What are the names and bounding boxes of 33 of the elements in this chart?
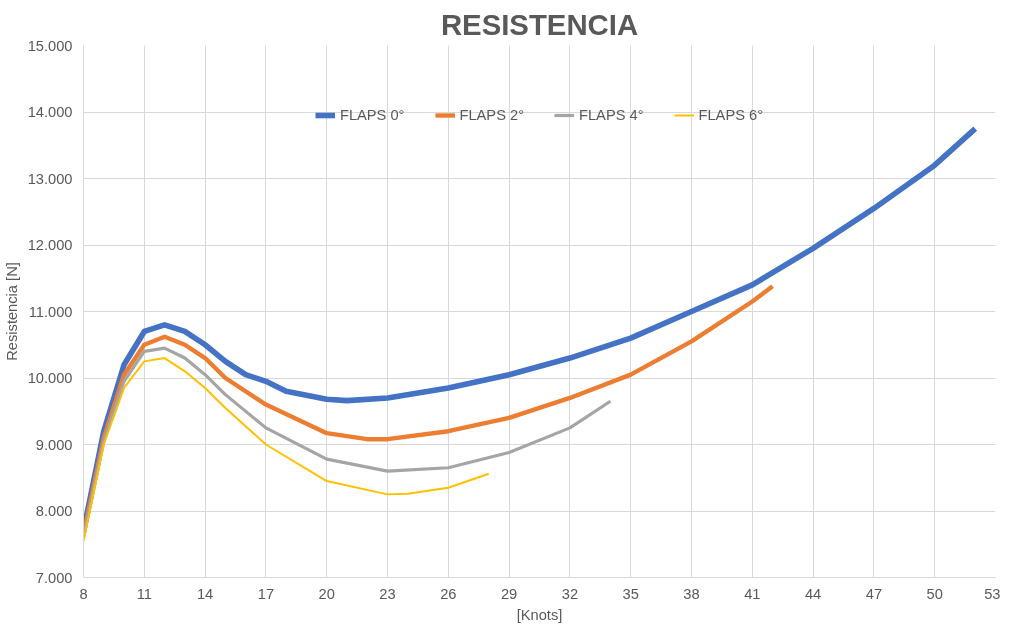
y-tick-label: 9.000 bbox=[35, 436, 73, 453]
x-tick-label: 41 bbox=[744, 585, 761, 602]
x-tick-label: 50 bbox=[926, 585, 943, 602]
x-axis-title: [Knots] bbox=[516, 606, 563, 623]
x-tick-label: 20 bbox=[318, 585, 335, 602]
x-tick-label: 38 bbox=[683, 585, 700, 602]
line-series bbox=[83, 357, 490, 542]
x-tick-label: 11 bbox=[136, 585, 152, 602]
x-tick-label: 14 bbox=[196, 585, 214, 602]
y-tick-label: 10.000 bbox=[27, 370, 73, 386]
x-tick-label: 47 bbox=[865, 585, 883, 602]
y-tick-label: 14.000 bbox=[27, 104, 73, 120]
x-tick-label: 29 bbox=[500, 585, 518, 602]
x-tick-label: 8 bbox=[79, 585, 88, 602]
y-axis-title: Resistencia [N] bbox=[3, 262, 20, 361]
x-tick-label: 44 bbox=[804, 585, 822, 602]
x-tick-label: 17 bbox=[257, 585, 275, 602]
y-tick-label: 15.000 bbox=[27, 37, 73, 54]
y-tick-label: 13.000 bbox=[27, 170, 73, 187]
chart-title: RESISTENCIA bbox=[440, 7, 639, 41]
x-tick-label: 32 bbox=[561, 585, 579, 602]
x-tick-label: 26 bbox=[440, 585, 457, 602]
x-tick-label: 53 bbox=[984, 585, 1001, 602]
y-tick-label: 12.000 bbox=[27, 237, 73, 253]
legend-label: FLAPS 0° bbox=[339, 107, 405, 123]
legend-label: FLAPS 4° bbox=[579, 107, 644, 123]
y-tick-label: 8.000 bbox=[35, 503, 73, 519]
legend-label: FLAPS 2° bbox=[459, 107, 524, 123]
y-tick-label: 11.000 bbox=[28, 303, 73, 320]
x-tick-label: 23 bbox=[379, 585, 396, 602]
x-tick-label: 35 bbox=[622, 585, 639, 602]
legend-label: FLAPS 6° bbox=[698, 107, 764, 123]
y-tick-label: 7.000 bbox=[35, 569, 73, 586]
